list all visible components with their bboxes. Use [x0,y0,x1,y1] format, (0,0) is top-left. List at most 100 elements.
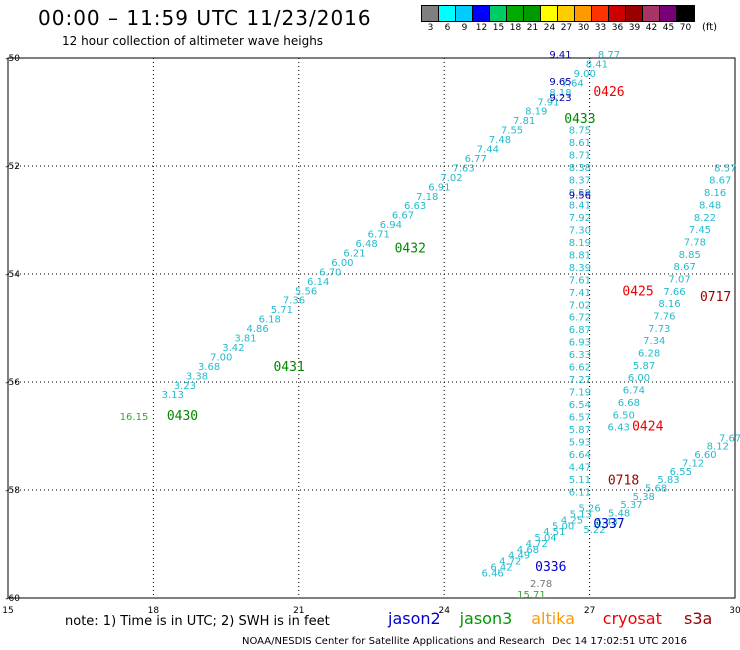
wave-height-value: 8.37 [569,176,591,187]
wave-height-value: 5.56 [295,286,317,297]
color-scale-swatch [541,6,558,21]
wave-height-value: 3.23 [174,381,196,392]
color-scale-swatch [524,6,541,21]
x-tick-label: 27 [584,606,595,616]
wave-height-value: 6.72 [569,313,591,324]
wave-height-value: 6.00 [628,373,650,384]
wave-height-value: 6.00 [331,258,353,269]
legend-item-jason2: jason2 [388,609,441,628]
wave-height-value: 8.81 [569,250,591,261]
color-scale-label: 70 [679,23,692,33]
pass-label: 0717 [700,290,731,305]
wave-height-value: 6.62 [569,363,591,374]
wave-height-value: 6.94 [380,220,402,231]
wave-height-value: 5.43 [596,517,618,528]
pass-label: 0336 [535,560,566,575]
legend-item-jason3: jason3 [459,609,513,628]
color-scale-swatch [643,6,660,21]
wave-height-value: 7.48 [489,135,511,146]
color-scale-swatch [609,6,626,21]
wave-height-value: 8.67 [709,176,731,187]
wave-height-value: 7.44 [477,145,499,156]
wave-height-value: 8.38 [569,163,591,174]
wave-height-value: 9.65 [549,77,571,88]
wave-height-value: 6.11 [569,487,591,498]
wave-height-value: 6.43 [608,423,630,434]
color-scale-label: 33 [594,23,607,33]
wave-height-value: 5.26 [578,504,600,515]
color-scale-label: 42 [645,23,658,33]
wave-height-value: 8.75 [569,126,591,137]
color-scale-swatch [626,6,643,21]
wave-height-value: 7.63 [452,163,474,174]
pass-label: 0425 [622,285,653,300]
color-scale-swatch [490,6,507,21]
wave-height-value: 7.61 [569,275,591,286]
wave-height-value: 6.33 [569,350,591,361]
color-scale-label: 9 [461,23,468,33]
pass-label: 0337 [593,517,624,532]
wave-height-value: 6.54 [569,400,591,411]
legend-item-s3a: s3a [684,609,713,628]
wave-height-value: 5.93 [569,437,591,448]
color-scale [421,5,695,22]
wave-height-value: 5.68 [645,483,667,494]
wave-height-value: 8.61 [569,138,591,149]
color-scale-unit: (ft) [702,22,718,33]
wave-height-value: 3.68 [198,362,220,373]
wave-height-value: 6.46 [482,568,504,579]
y-tick-label: -50 [5,54,20,64]
wave-height-value: 6.50 [613,410,635,421]
wave-height-value: 5.22 [583,525,605,536]
wave-height-value: 6.14 [307,277,329,288]
color-scale-label: 3 [427,23,434,33]
note-text: note: 1) Time is in UTC; 2) SWH is in fe… [65,614,330,629]
wave-height-value: 7.02 [440,173,462,184]
pass-label: 0433 [564,112,595,127]
legend-item-cryosat: cryosat [602,609,662,628]
wave-height-value: 8.57 [714,163,736,174]
wave-height-value: 6.87 [569,325,591,336]
color-scale-swatch [558,6,575,21]
color-scale-label: 6 [444,23,451,33]
pass-label: 0426 [593,85,624,100]
wave-height-value: 4.86 [246,324,268,335]
wave-height-value: 5.13 [570,509,592,520]
wave-height-value: 5.83 [657,475,679,486]
color-scale-label: 39 [628,23,641,33]
wave-height-value: 7.30 [569,225,591,236]
wave-height-value: 7.45 [689,225,711,236]
wave-height-value: 6.57 [569,413,591,424]
wave-height-value: 6.63 [404,201,426,212]
wave-height-value: 6.18 [259,315,281,326]
wave-height-value: 6.91 [428,182,450,193]
wave-height-value: 16.15 [120,412,149,423]
wave-height-value: 4.49 [508,551,530,562]
wave-height-value: 7.55 [501,126,523,137]
x-tick-label: 24 [438,606,450,616]
color-scale-label: 45 [662,23,675,33]
credit-date: Dec 14 17:02:51 UTC 2016 [552,636,687,647]
wave-height-value: 7.73 [648,324,670,335]
wave-height-value: 6.60 [694,450,716,461]
wave-height-value: 6.93 [569,338,591,349]
wave-height-value: 7.92 [569,213,591,224]
color-scale-swatch [456,6,473,21]
wave-height-value: 6.71 [368,230,390,241]
wave-height-value: 8.71 [569,151,591,162]
wave-height-value: 7.91 [537,97,559,108]
wave-height-value: 7.07 [668,274,690,285]
wave-height-value: 7.78 [684,237,706,248]
y-tick-label: -52 [5,162,20,172]
wave-height-value: 2.78 [530,579,552,590]
wave-height-value: 8.18 [549,88,571,99]
wave-height-value: 5.04 [534,533,556,544]
page-title: 00:00 – 11:59 UTC 11/23/2016 [38,6,372,30]
wave-height-value: 7.64 [562,78,584,89]
y-tick-label: -56 [5,378,20,388]
x-tick-label: 21 [293,606,304,616]
color-scale-label: 30 [577,23,590,33]
wave-height-value: 7.27 [569,375,591,386]
wave-height-value: 8.67 [674,262,696,273]
